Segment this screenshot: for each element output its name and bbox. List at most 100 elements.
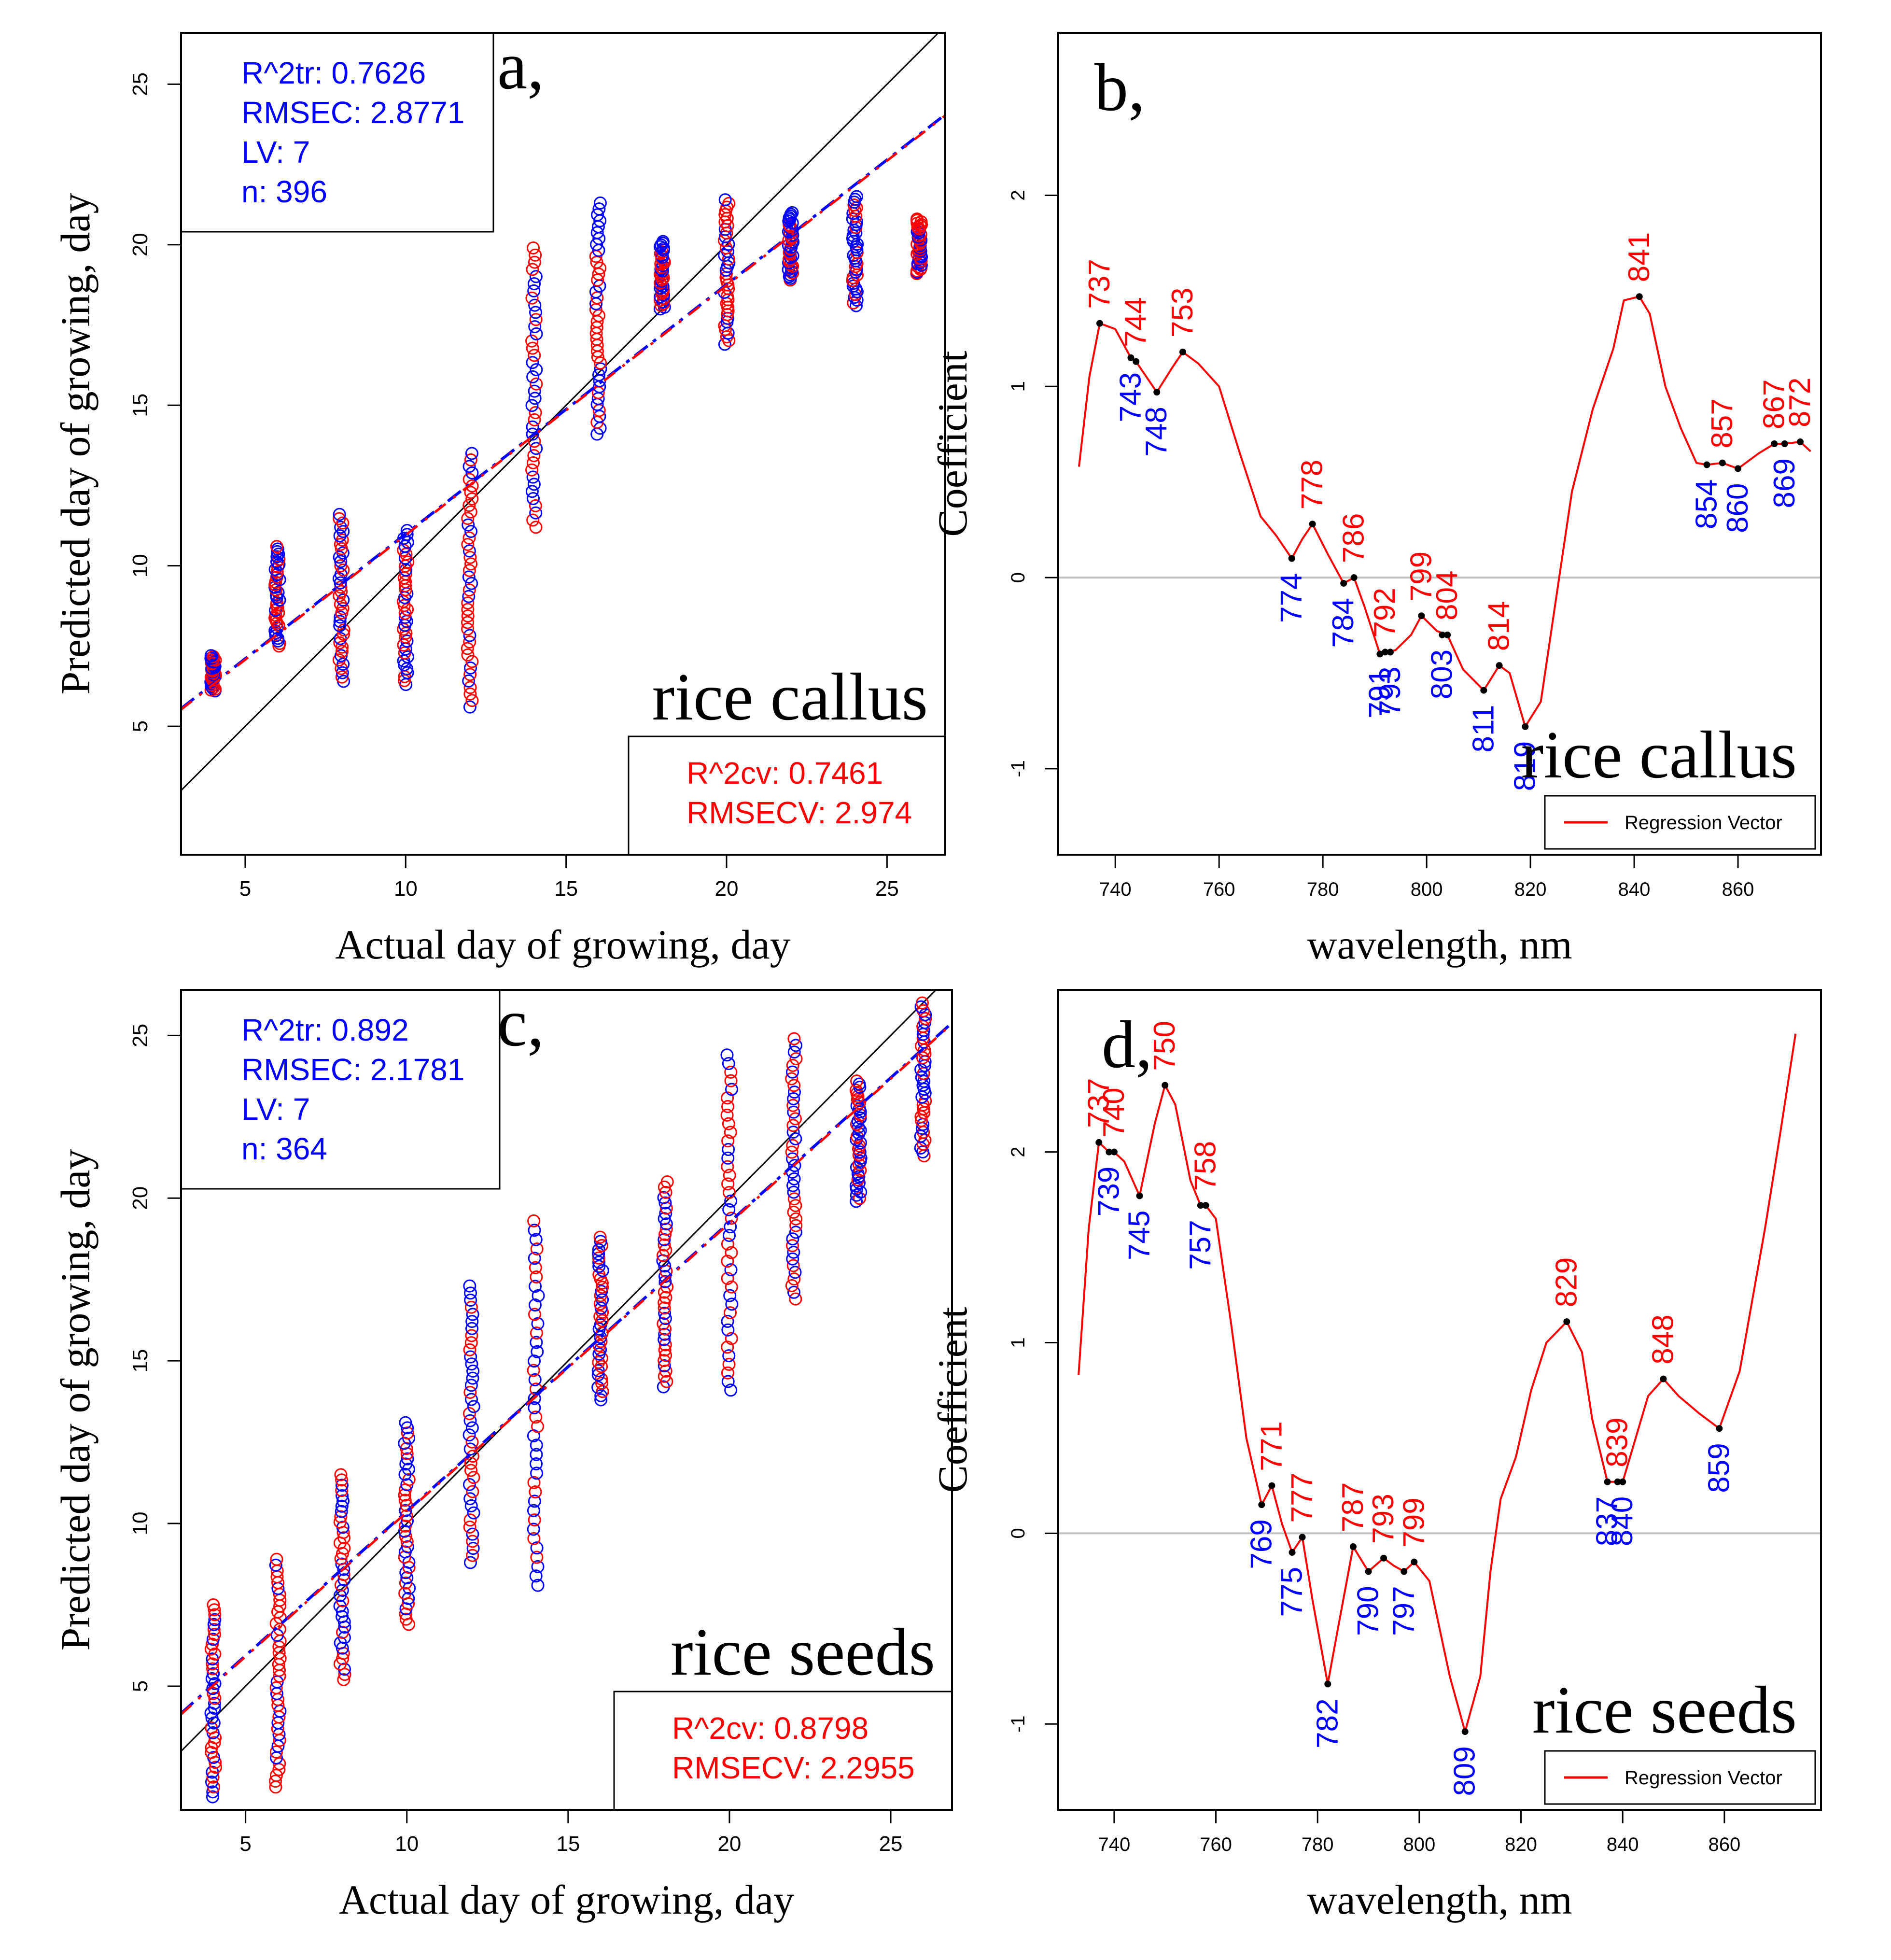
data-point xyxy=(789,1132,802,1145)
data-point xyxy=(465,655,479,668)
y-tick-label: 15 xyxy=(128,1349,152,1373)
valley-marker xyxy=(1376,650,1384,658)
fit-line-train xyxy=(181,1022,952,1715)
data-point xyxy=(789,1212,803,1226)
data-point xyxy=(724,1065,738,1079)
x-tick-label: 10 xyxy=(395,1832,419,1856)
data-point xyxy=(529,248,542,262)
x-axis-title: wavelength, nm xyxy=(1307,921,1572,968)
data-point xyxy=(466,1542,480,1555)
data-point xyxy=(854,1164,867,1177)
data-point xyxy=(463,687,477,701)
data-point xyxy=(786,1239,799,1253)
panel-letter: b, xyxy=(1094,50,1145,125)
x-tick-label: 840 xyxy=(1618,879,1651,900)
cv-stats-box xyxy=(628,735,946,856)
data-point xyxy=(207,1618,221,1631)
data-point xyxy=(337,1673,350,1686)
data-point xyxy=(333,1515,347,1529)
regression-vector-line xyxy=(1078,1033,1797,1733)
data-point xyxy=(528,1392,541,1405)
data-point xyxy=(399,1576,412,1590)
peak-label: 786 xyxy=(1337,513,1371,563)
data-point xyxy=(464,1336,478,1350)
data-point xyxy=(334,580,348,594)
valley-label: 745 xyxy=(1123,1210,1156,1260)
x-tick-label: 760 xyxy=(1200,1834,1232,1855)
data-point xyxy=(659,1291,672,1304)
data-point xyxy=(336,1652,350,1665)
cv-stat-line: RMSECV: 2.2955 xyxy=(672,1750,915,1785)
x-tick-label: 5 xyxy=(239,877,251,901)
data-point xyxy=(528,1513,541,1527)
y-axis-title: Coefficient xyxy=(929,351,976,536)
data-point xyxy=(467,1471,480,1484)
data-point xyxy=(526,470,540,484)
data-point xyxy=(461,537,475,551)
data-point xyxy=(401,1540,414,1553)
data-point xyxy=(654,268,667,281)
valley-label: 782 xyxy=(1311,1698,1344,1748)
data-point xyxy=(207,1687,220,1700)
x-tick-label: 15 xyxy=(556,1832,580,1856)
identity-line xyxy=(181,990,937,1752)
data-point xyxy=(725,1280,738,1294)
valley-label: 791 xyxy=(1363,668,1396,718)
panel-letter: a, xyxy=(497,28,544,103)
valley-marker xyxy=(1153,389,1161,396)
data-point xyxy=(463,1556,477,1569)
data-point xyxy=(463,668,477,681)
valley-label: 869 xyxy=(1768,458,1801,508)
data-point xyxy=(722,1203,736,1216)
data-point xyxy=(854,1151,868,1165)
data-point xyxy=(849,1084,863,1097)
data-point xyxy=(592,202,606,216)
data-point xyxy=(787,1272,801,1286)
x-tick-label: 820 xyxy=(1505,1834,1537,1855)
data-point xyxy=(337,1631,351,1644)
data-point xyxy=(785,1145,798,1159)
plot-frame xyxy=(180,989,953,1811)
data-point xyxy=(659,1185,672,1199)
plot-frame xyxy=(1057,32,1822,856)
data-point xyxy=(530,1336,543,1349)
data-point xyxy=(529,521,543,534)
data-point xyxy=(919,1012,932,1025)
data-point xyxy=(787,1045,801,1059)
data-point xyxy=(527,1504,540,1517)
data-point xyxy=(786,1259,800,1272)
data-point xyxy=(465,1322,479,1335)
data-point xyxy=(721,1340,734,1354)
data-point xyxy=(721,1100,735,1114)
data-point xyxy=(721,1134,735,1148)
data-point xyxy=(461,596,475,610)
data-point xyxy=(269,1681,283,1694)
peak-label: 841 xyxy=(1623,232,1656,282)
data-point xyxy=(530,1541,544,1555)
data-point xyxy=(462,544,476,558)
peak-marker xyxy=(1418,612,1425,620)
data-point xyxy=(659,1349,672,1362)
data-point xyxy=(658,1307,672,1320)
data-point xyxy=(918,1133,932,1147)
data-point xyxy=(529,1485,542,1499)
data-point xyxy=(527,1476,541,1489)
valley-marker xyxy=(1365,1568,1372,1575)
data-point xyxy=(333,615,347,628)
data-point xyxy=(461,622,475,636)
data-point xyxy=(531,1420,545,1433)
peak-label: 814 xyxy=(1483,601,1516,651)
data-point xyxy=(528,1495,541,1508)
data-point xyxy=(462,460,476,473)
data-point xyxy=(591,273,604,287)
data-point xyxy=(724,1126,737,1139)
y-tick-label: 20 xyxy=(128,1186,152,1210)
data-point xyxy=(720,1048,734,1062)
valley-marker xyxy=(1735,465,1742,472)
peak-label: 848 xyxy=(1646,1314,1680,1364)
data-point xyxy=(269,1558,282,1572)
data-point xyxy=(333,619,347,633)
data-point xyxy=(721,1160,734,1173)
data-point xyxy=(338,1668,351,1681)
data-point xyxy=(658,1359,671,1373)
